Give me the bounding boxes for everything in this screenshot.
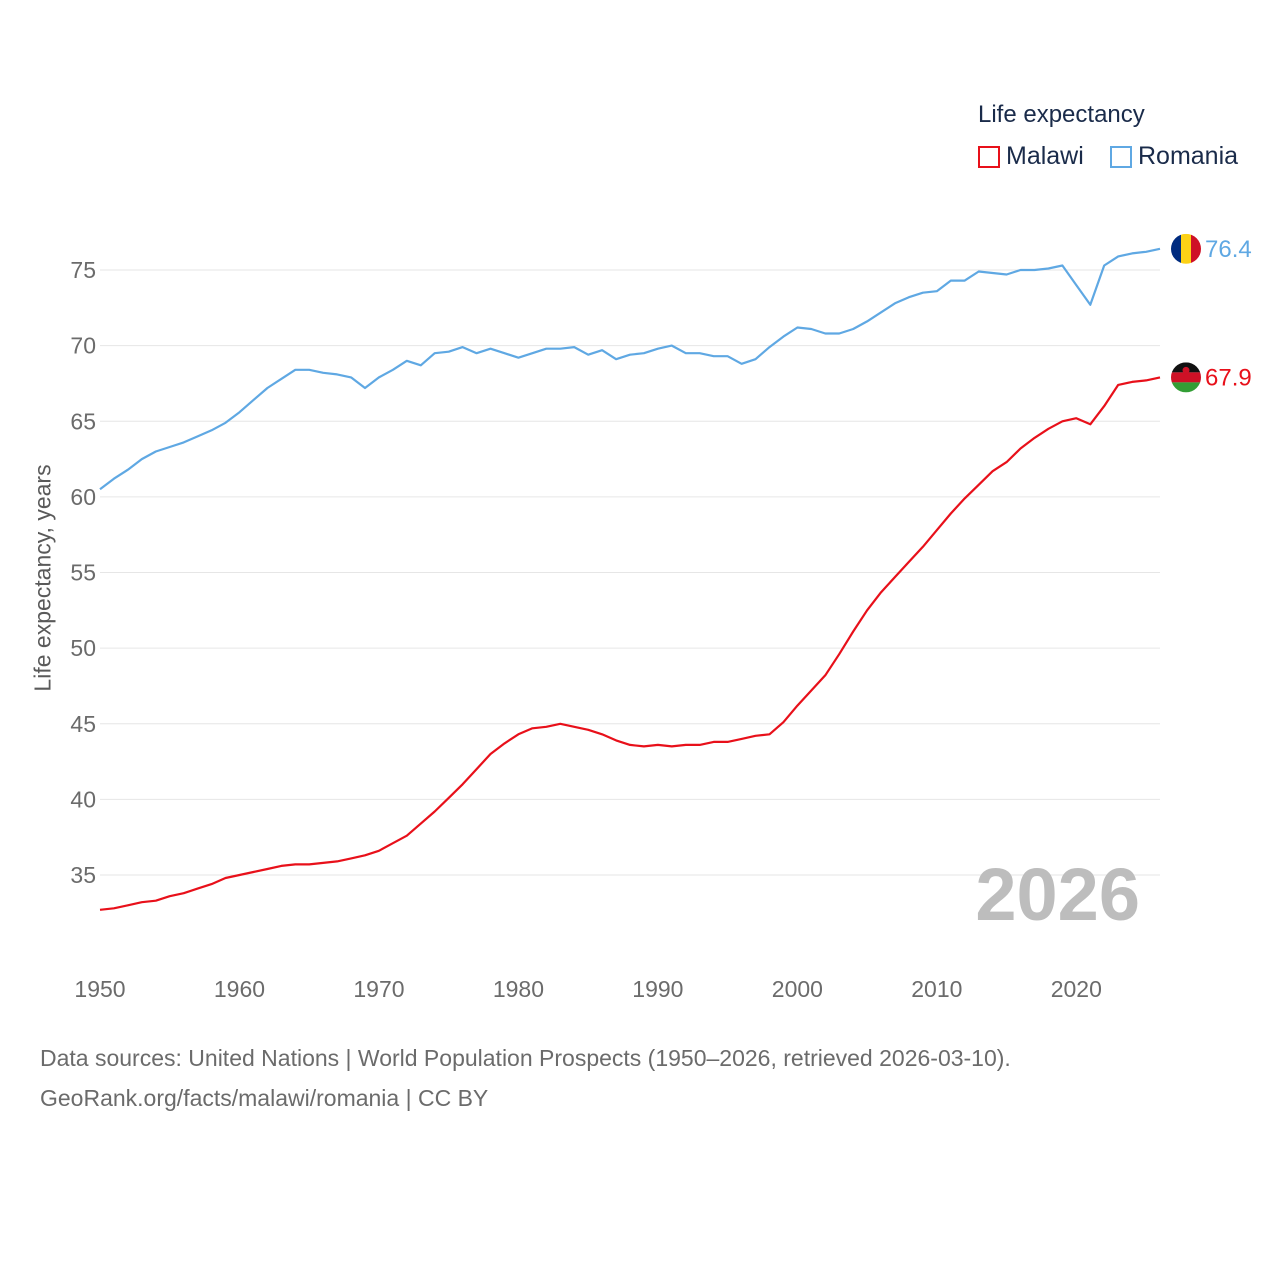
legend-item-romania[interactable]: Romania [1110,142,1238,171]
x-tick-label-2020: 2020 [1051,976,1102,1002]
legend-item-malawi[interactable]: Malawi [978,142,1084,171]
x-tick-label-1990: 1990 [632,976,683,1002]
x-tick-label-1950: 1950 [74,976,125,1002]
y-tick-label-35: 35 [70,862,96,888]
series-line-malawi [99,376,1161,911]
y-tick-label-70: 70 [70,333,96,359]
data-source-note: Data sources: United Nations | World Pop… [40,1045,1011,1071]
y-tick-label-60: 60 [70,484,96,510]
x-tick-label-1980: 1980 [493,976,544,1002]
legend-swatch-malawi [978,145,1000,168]
y-tick-label-75: 75 [70,257,96,283]
end-value-label-malawi: 67.9 [1205,364,1252,391]
flag-icon-romania [1171,233,1201,264]
current-year-label: 2026 [975,853,1140,936]
legend-label-malawi: Malawi [1006,142,1084,170]
y-tick-label-50: 50 [70,635,96,661]
end-value-label-romania: 76.4 [1205,236,1252,263]
attribution-link[interactable]: GeoRank.org/facts/malawi/romania | CC BY [40,1085,489,1111]
legend-label-romania: Romania [1138,142,1239,170]
x-tick-label-2010: 2010 [911,976,962,1002]
y-tick-label-65: 65 [70,408,96,434]
legend-swatch-romania [1110,145,1132,168]
series-line-romania [99,247,1161,491]
legend-title: Life expectancy [978,101,1145,128]
x-tick-label-2000: 2000 [772,976,823,1002]
flag-icon-malawi [1171,362,1201,393]
x-tick-label-1970: 1970 [353,976,404,1002]
x-tick-label-1960: 1960 [214,976,265,1002]
y-tick-label-45: 45 [70,711,96,737]
y-tick-label-40: 40 [70,786,96,812]
y-tick-label-55: 55 [70,560,96,586]
